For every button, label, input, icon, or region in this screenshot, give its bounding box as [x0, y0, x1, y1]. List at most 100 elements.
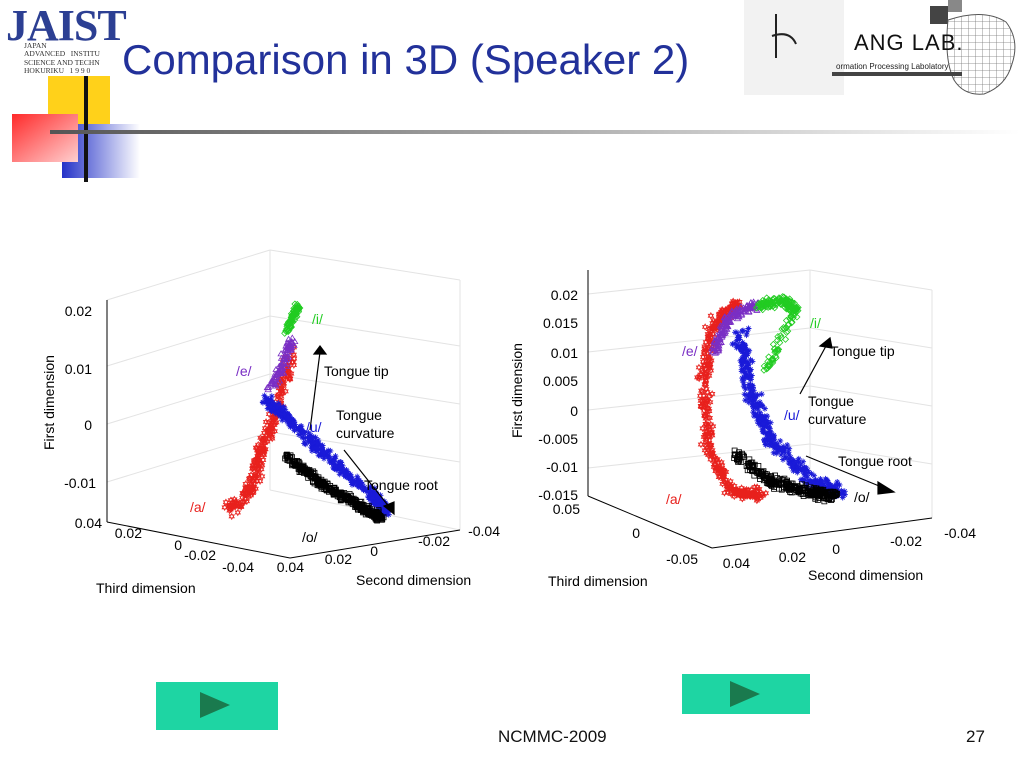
- series-label-i: /i/: [810, 315, 821, 331]
- a-point: [699, 353, 707, 361]
- o-point: [767, 479, 774, 486]
- u-point: [300, 429, 307, 436]
- a-point: [704, 330, 712, 338]
- series-label-a: /a/: [666, 491, 682, 507]
- u-point: [780, 443, 787, 450]
- o-point: [338, 489, 344, 496]
- i-point: [774, 347, 782, 356]
- e-point: [744, 308, 753, 315]
- a-point: [708, 429, 715, 437]
- u-point: [739, 357, 746, 364]
- u-point: [791, 459, 798, 466]
- a-point: [222, 498, 230, 506]
- a-point: [695, 363, 703, 372]
- u-point: [817, 477, 824, 484]
- play-button-left[interactable]: [156, 682, 278, 730]
- u-point: [315, 437, 322, 444]
- y-tick: -0.02: [184, 547, 216, 563]
- u-point: [319, 444, 326, 451]
- u-point: [274, 403, 281, 410]
- u-point: [347, 477, 354, 484]
- z-tick: 0.005: [543, 373, 578, 389]
- o-point: [736, 449, 742, 456]
- y-tick: -0.04: [222, 559, 254, 575]
- play-icon: [730, 681, 760, 707]
- o-point: [767, 473, 774, 480]
- lab-logo-subtitle: ormation Processing Labolatory: [836, 62, 949, 71]
- u-point: [743, 392, 750, 399]
- z-tick: 0: [84, 417, 92, 433]
- u-point: [281, 411, 288, 418]
- a-point: [258, 472, 266, 481]
- a-point: [706, 398, 714, 406]
- u-point: [790, 467, 797, 474]
- a-point: [756, 485, 763, 493]
- u-point: [334, 466, 341, 473]
- z-axis-label: First dimension: [509, 343, 525, 438]
- u-point: [744, 328, 751, 335]
- o-point: [315, 479, 322, 486]
- a-point: [228, 512, 235, 521]
- u-point: [308, 447, 315, 454]
- u-point: [354, 482, 361, 489]
- a-point: [734, 489, 742, 497]
- u-point: [385, 508, 392, 515]
- u-point: [332, 453, 339, 460]
- u-point: [365, 487, 372, 494]
- a-point: [243, 497, 251, 506]
- z-tick: -0.01: [64, 475, 96, 491]
- o-point: [834, 490, 841, 497]
- chart-left-arrows: [309, 345, 395, 516]
- u-point: [739, 328, 746, 335]
- a-point: [718, 305, 726, 314]
- i-point: [287, 317, 295, 325]
- e-point: [721, 327, 730, 334]
- u-point: [272, 410, 279, 417]
- u-point: [337, 466, 344, 473]
- u-point: [839, 489, 846, 496]
- o-point: [780, 485, 787, 492]
- e-point: [747, 298, 755, 306]
- u-point: [347, 475, 354, 482]
- u-point: [749, 391, 756, 398]
- y-axis-label: Third dimension: [548, 573, 648, 589]
- chart-right-frame: [587, 269, 933, 518]
- u-point: [369, 488, 376, 495]
- a-point: [750, 489, 757, 497]
- u-point: [378, 507, 385, 514]
- o-point: [295, 458, 302, 465]
- u-point: [344, 473, 351, 480]
- u-point: [749, 358, 756, 365]
- u-point: [786, 445, 793, 452]
- u-point: [742, 397, 749, 404]
- u-point: [785, 451, 792, 458]
- play-button-right[interactable]: [682, 674, 810, 714]
- u-point: [291, 427, 298, 434]
- u-point: [268, 407, 275, 414]
- u-point: [782, 445, 789, 452]
- u-point: [732, 329, 739, 336]
- i-point: [770, 345, 778, 353]
- x-tick: 0.02: [779, 549, 806, 565]
- e-point: [734, 312, 742, 319]
- u-point: [802, 476, 809, 483]
- a-point: [701, 372, 709, 381]
- x-tick: 0: [370, 543, 378, 559]
- u-point: [783, 455, 790, 462]
- a-point: [265, 410, 273, 418]
- u-point: [753, 412, 760, 419]
- e-point: [277, 360, 285, 368]
- a-point: [712, 319, 720, 327]
- e-point: [718, 330, 726, 338]
- u-point: [749, 382, 756, 389]
- a-point: [732, 486, 739, 494]
- u-point: [750, 409, 757, 416]
- u-point: [277, 403, 284, 410]
- u-point: [828, 483, 835, 490]
- u-point: [759, 403, 766, 410]
- x-tick: -0.02: [890, 533, 922, 549]
- e-point: [745, 304, 753, 311]
- u-point: [306, 433, 313, 440]
- e-point: [709, 342, 717, 349]
- a-point: [250, 475, 258, 484]
